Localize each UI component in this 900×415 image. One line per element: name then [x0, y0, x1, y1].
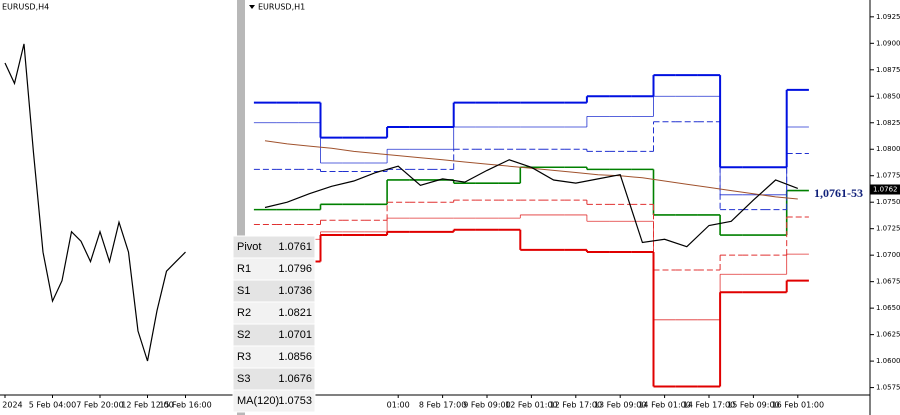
table-level-value: 1.0796	[278, 263, 312, 275]
y-tick-label: 1.0725	[876, 225, 900, 233]
level-annotation: 1,0761-53	[814, 186, 863, 200]
x-tick-label: 9 Feb 09:00	[463, 401, 510, 410]
table-level-value: 1.0753	[278, 395, 312, 407]
table-level-value: 1.0701	[278, 329, 312, 341]
panel-splitter[interactable]	[237, 0, 245, 415]
x-tick-label: 7 Feb 20:00	[76, 401, 123, 410]
x-tick-label: 16 Feb 01:00	[772, 401, 824, 410]
y-tick-label: 1.0850	[876, 92, 900, 100]
y-tick-label: 1.0575	[876, 384, 900, 392]
table-level-name: R2	[237, 307, 251, 319]
y-tick-label: 1.0700	[876, 251, 900, 259]
y-tick-label: 1.0775	[876, 172, 900, 180]
y-tick-label: 1.0900	[876, 39, 900, 47]
table-level-name: MA(120)	[237, 395, 279, 407]
table-level-name: R3	[237, 351, 251, 363]
x-tick-label: 15 Feb 16:00	[159, 401, 211, 410]
table-level-value: 1.0761	[278, 241, 312, 253]
table-level-value: 1.0821	[278, 307, 312, 319]
x-tick-label: 12 Feb 01:00	[505, 401, 557, 410]
table-level-name: Pivot	[237, 241, 261, 253]
y-tick-label: 1.0825	[876, 119, 900, 127]
table-level-value: 1.0736	[278, 285, 312, 297]
y-tick-label: 1.0750	[876, 198, 900, 206]
y-tick-label: 1.0675	[876, 278, 900, 286]
x-tick-label: 14 Feb 17:00	[683, 401, 735, 410]
table-level-name: S3	[237, 373, 250, 385]
right-chart-title: EURUSD,H1	[258, 3, 305, 12]
x-tick-label: 8 Feb 17:00	[419, 401, 466, 410]
last-price-box	[870, 184, 900, 195]
y-tick-label: 1.0925	[876, 13, 900, 21]
pivot-table: Pivot 1.0761 R1 1.0796 S1 1.0736 R2 1.0821 S2 1.0…	[232, 235, 316, 413]
y-tick-label: 1.0625	[876, 331, 900, 339]
table-level-value: 1.0676	[278, 373, 312, 385]
table-row	[232, 389, 316, 413]
chart-menu-arrow[interactable]	[249, 5, 255, 9]
x-tick-label: 14 Feb 01:00	[638, 401, 690, 410]
x-tick-label: 12 Feb 17:00	[550, 401, 602, 410]
y-tick-label: 1.0800	[876, 145, 900, 153]
moving-average	[264, 140, 798, 200]
x-tick-label: Jan 2024	[0, 401, 23, 410]
x-tick-label: 15 Feb 09:00	[727, 401, 779, 410]
table-level-name: S2	[237, 329, 250, 341]
price-line	[264, 159, 799, 248]
x-tick-label: 01:00	[387, 401, 410, 410]
x-tick-label: 5 Feb 04:00	[29, 401, 76, 410]
x-tick-label: 12 Feb 12:00	[121, 401, 173, 410]
last-price-label: 1.0762	[873, 185, 898, 193]
left-chart-title: EURUSD,H4	[2, 3, 49, 12]
table-level-name: R1	[237, 263, 251, 275]
y-tick-label: 1.0875	[876, 66, 900, 74]
y-tick-label: 1.0650	[876, 304, 900, 312]
price-line	[4, 43, 186, 362]
x-tick-label: 13 Feb 09:00	[594, 401, 646, 410]
table-level-value: 1.0856	[278, 351, 312, 363]
table-level-name: S1	[237, 285, 250, 297]
y-tick-label: 1.0600	[876, 357, 900, 365]
